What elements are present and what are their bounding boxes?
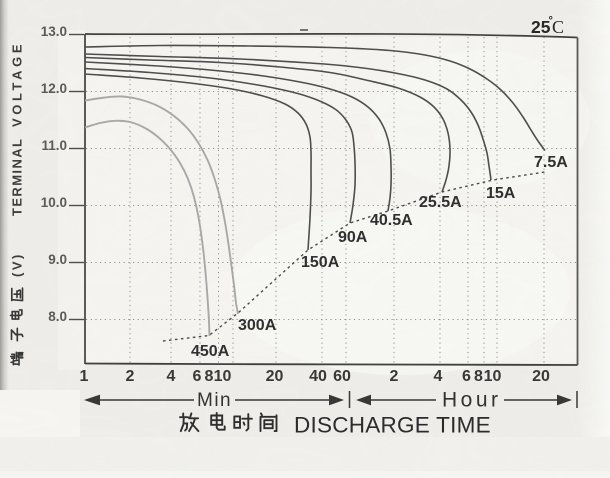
svg-text:(V): (V) — [10, 252, 25, 277]
svg-text:TERMINAL: TERMINAL — [10, 138, 25, 216]
svg-text:VOLTAGE: VOLTAGE — [10, 41, 25, 127]
